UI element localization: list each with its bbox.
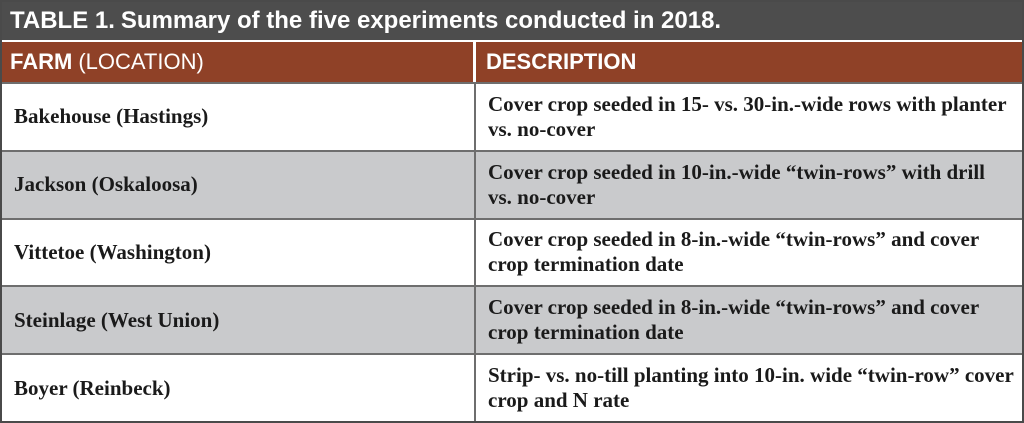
description-cell: Cover crop seeded in 8-in.-wide “twin-ro… <box>488 295 979 345</box>
table-row: Steinlage (West Union) Cover crop seeded… <box>2 285 1022 354</box>
table-row: Bakehouse (Hastings) Cover crop seeded i… <box>2 82 1022 150</box>
farm-cell: Bakehouse (Hastings) <box>2 84 476 150</box>
description-cell: Cover crop seeded in 8-in.-wide “twin-ro… <box>488 227 979 277</box>
header-description: DESCRIPTION <box>486 49 637 74</box>
header-farm: FARM (LOCATION) <box>2 42 476 82</box>
header-location-label: (LOCATION) <box>78 49 204 74</box>
table-row: Boyer (Reinbeck) Strip- vs. no-till plan… <box>2 353 1022 421</box>
table-header-row: FARM (LOCATION) DESCRIPTION <box>2 40 1022 82</box>
table-body: Bakehouse (Hastings) Cover crop seeded i… <box>2 82 1022 421</box>
table-title-label: TABLE 1. <box>10 7 115 34</box>
table-title-text: Summary of the five experiments conducte… <box>120 7 722 34</box>
farm-cell: Jackson (Oskaloosa) <box>2 151 476 218</box>
description-cell: Strip- vs. no-till planting into 10-in. … <box>488 363 1014 413</box>
farm-cell: Vittetoe (Washington) <box>2 219 476 286</box>
description-cell: Cover crop seeded in 15- vs. 30-in.-wide… <box>488 91 1007 141</box>
description-cell: Cover crop seeded in 10-in.-wide “twin-r… <box>488 159 985 209</box>
farm-cell: Boyer (Reinbeck) <box>2 355 476 421</box>
table-title: TABLE 1. Summary of the five experiments… <box>2 2 1022 40</box>
table-row: Jackson (Oskaloosa) Cover crop seeded in… <box>2 149 1022 218</box>
farm-cell: Steinlage (West Union) <box>2 287 476 354</box>
table-row: Vittetoe (Washington) Cover crop seeded … <box>2 217 1022 286</box>
header-farm-label: FARM <box>10 49 73 74</box>
